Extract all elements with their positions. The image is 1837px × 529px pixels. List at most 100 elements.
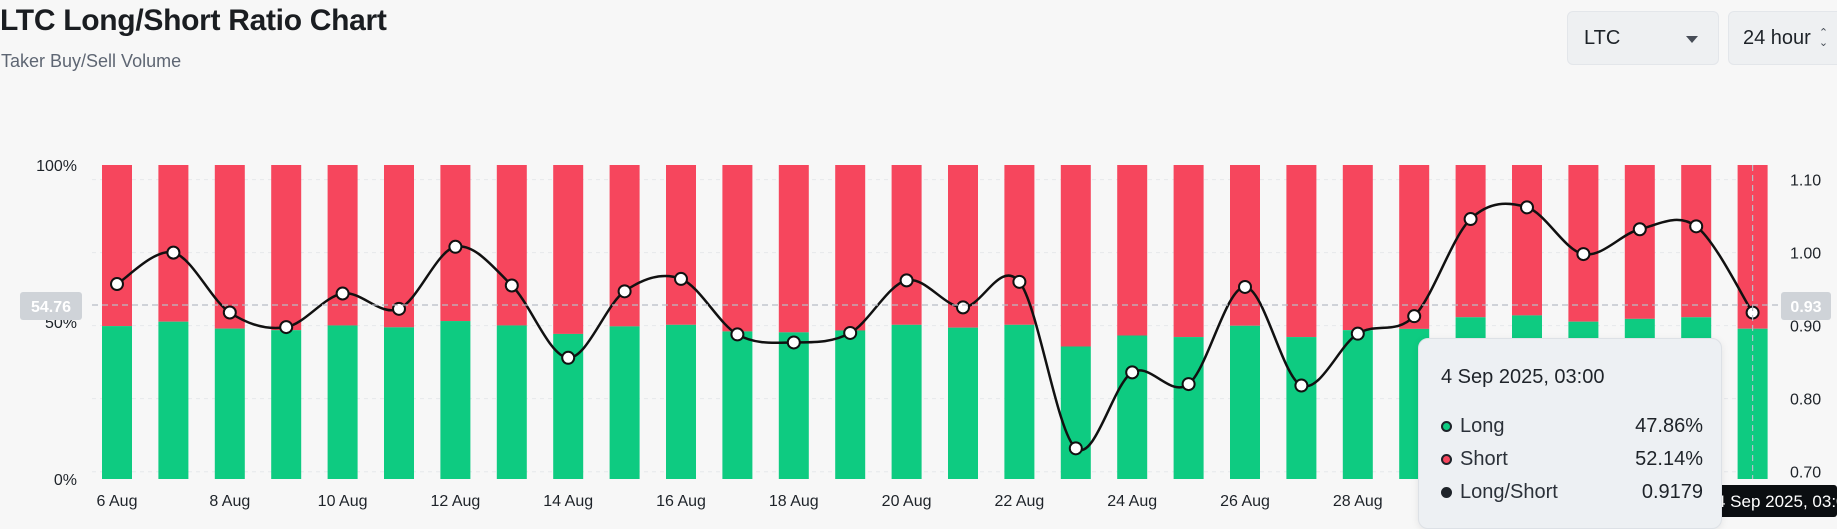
tooltip-row-long: Long 47.86% [1441, 413, 1703, 439]
long-bar [666, 324, 696, 479]
x-tick-label: 28 Aug [1333, 493, 1383, 510]
long-bar [1004, 324, 1035, 479]
ratio-point [279, 320, 294, 335]
long-bar [609, 326, 640, 479]
tooltip-date: 4 Sep 2025, 03:00 [1441, 366, 1605, 388]
long-bar [158, 321, 189, 479]
chevron-down-icon [1686, 36, 1698, 43]
ratio-point [1463, 212, 1478, 227]
ratio-point [1520, 200, 1534, 215]
x-tick-label: 22 Aug [994, 493, 1044, 510]
short-bar [891, 165, 922, 325]
x-tick-label: 8 Aug [209, 493, 250, 510]
ratio-point [1407, 309, 1422, 324]
legend-dot-icon [1441, 453, 1452, 465]
long-bar [1342, 330, 1373, 479]
long-bar [948, 327, 978, 479]
ratio-point [1689, 219, 1704, 234]
coin-select[interactable]: LTC [1567, 11, 1719, 65]
short-bar [327, 165, 358, 326]
ratio-point [335, 286, 350, 301]
long-bar [327, 325, 358, 479]
short-bar [1060, 165, 1091, 347]
short-bar [496, 165, 527, 326]
period-select[interactable]: 24 hour ⌃ ⌄ [1728, 11, 1837, 65]
ratio-point [110, 277, 124, 292]
long-bar [1230, 325, 1260, 479]
period-select-value: 24 hour [1743, 26, 1811, 49]
page-subtitle: Taker Buy/Sell Volume [1, 51, 182, 71]
long-bar [1286, 337, 1317, 479]
ratio-point [1181, 377, 1196, 392]
long-bar [214, 328, 245, 479]
ratio-point [1238, 279, 1252, 294]
page-title: LTC Long/Short Ratio Chart [0, 4, 387, 37]
long-bar [1737, 328, 1768, 479]
crosshair-left-badge [20, 292, 82, 320]
legend-dot-icon [1441, 486, 1452, 498]
tooltip-value: 0.9179 [1641, 480, 1703, 503]
ratio-point [1632, 222, 1647, 237]
short-bar [1568, 165, 1599, 322]
crosshair-date-badge [1712, 485, 1837, 517]
short-bar [102, 165, 132, 327]
tooltip-label: Long/Short [1460, 480, 1558, 503]
long-bar [384, 327, 414, 479]
y-right-tick-label: 1.10 [1790, 173, 1821, 190]
long-bar [496, 325, 527, 479]
ratio-point [561, 350, 576, 365]
ratio-point [786, 335, 801, 350]
short-bar [1173, 165, 1204, 338]
y-right-tick-label: 0.90 [1790, 319, 1821, 336]
ratio-point [392, 301, 406, 316]
x-tick-label: 24 Aug [1107, 493, 1157, 510]
short-bar [1455, 165, 1486, 318]
ratio-point [617, 284, 632, 299]
sort-arrows-icon: ⌃ ⌄ [1818, 26, 1829, 49]
short-bar [835, 165, 866, 331]
short-bar [609, 165, 640, 327]
short-bar [1512, 165, 1542, 316]
x-tick-label: 6 Aug [97, 493, 138, 510]
ratio-point [448, 239, 463, 254]
x-tick-label: 16 Aug [656, 493, 706, 510]
chart-tooltip: 4 Sep 2025, 03:00 Long 47.86% Short 52.14% L… [1418, 338, 1722, 529]
short-bar [158, 165, 189, 322]
short-bar [666, 165, 696, 325]
tooltip-row-short: Short 52.14% [1441, 446, 1703, 472]
long-bar [271, 330, 302, 479]
y-left-tick-label: 0% [54, 472, 77, 489]
short-bar [271, 165, 302, 331]
long-bar [102, 326, 132, 479]
long-bar [835, 330, 866, 479]
tooltip-value: 52.14% [1635, 447, 1703, 470]
ratio-point [1576, 247, 1591, 262]
short-bar [1624, 165, 1655, 319]
ratio-point [1068, 441, 1083, 456]
short-bar [1399, 165, 1430, 329]
ratio-point [504, 278, 519, 293]
tooltip-label: Long [1460, 414, 1505, 437]
short-bar [1004, 165, 1035, 325]
short-bar [553, 165, 584, 334]
long-bar [722, 331, 753, 479]
short-bar [722, 165, 753, 332]
ratio-point [899, 273, 914, 288]
long-bar [440, 321, 471, 479]
tooltip-row-long-short: Long/Short 0.9179 [1441, 479, 1703, 505]
ratio-point [1012, 274, 1027, 289]
y-right-tick-label: 1.00 [1790, 246, 1821, 263]
ratio-point [956, 300, 970, 315]
crosshair-right-badge [1781, 292, 1831, 320]
ratio-point [674, 271, 688, 286]
long-bar [1173, 337, 1204, 479]
ratio-point [1294, 378, 1309, 393]
short-bar [1286, 165, 1317, 338]
ratio-point [730, 327, 745, 342]
x-tick-label: 26 Aug [1220, 493, 1270, 510]
tooltip-label: Short [1460, 447, 1508, 470]
short-bar [1230, 165, 1260, 326]
ratio-point [1125, 365, 1140, 380]
short-bar [1681, 165, 1712, 318]
